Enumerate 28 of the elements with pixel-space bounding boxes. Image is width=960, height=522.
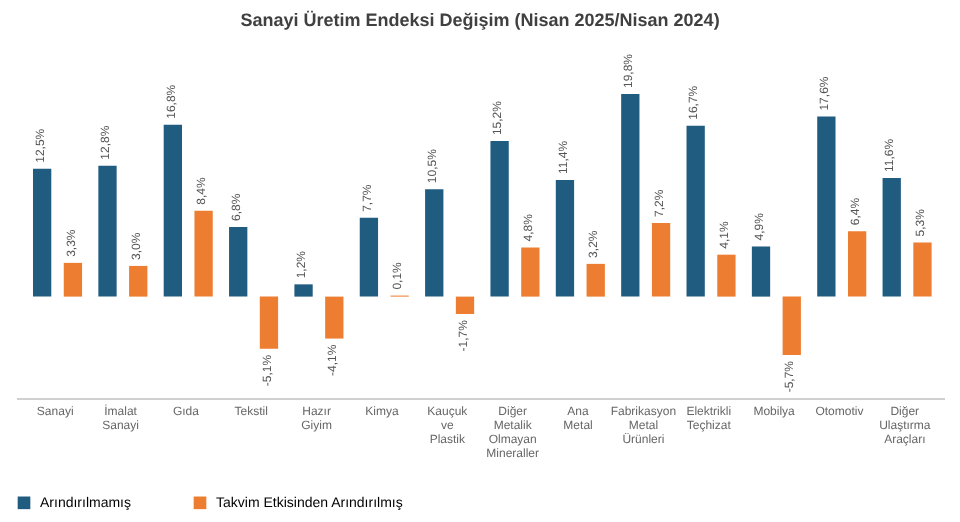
bar	[63, 262, 83, 297]
bar	[621, 94, 640, 297]
bar	[359, 217, 379, 297]
bar	[229, 227, 248, 297]
bar	[586, 263, 605, 297]
bar	[913, 242, 932, 297]
chart-title: Sanayi Üretim Endeksi Değişim (Nisan 2025/Nisan 2024)	[240, 10, 720, 31]
bar	[717, 254, 736, 297]
bar	[686, 125, 705, 297]
bar	[259, 296, 279, 349]
bar	[847, 231, 867, 297]
bar	[751, 246, 771, 297]
bar	[98, 165, 117, 297]
bar	[194, 210, 213, 297]
bar	[882, 177, 901, 297]
bar	[782, 296, 801, 355]
bar	[425, 189, 444, 297]
bar	[521, 247, 540, 297]
bar	[32, 168, 52, 297]
bar	[817, 116, 836, 297]
bar	[129, 265, 148, 297]
bar	[325, 296, 344, 339]
bar	[490, 141, 509, 297]
bar	[163, 124, 182, 297]
bar	[555, 179, 575, 297]
bar	[455, 296, 475, 315]
bar	[294, 284, 313, 297]
bar	[651, 222, 671, 297]
